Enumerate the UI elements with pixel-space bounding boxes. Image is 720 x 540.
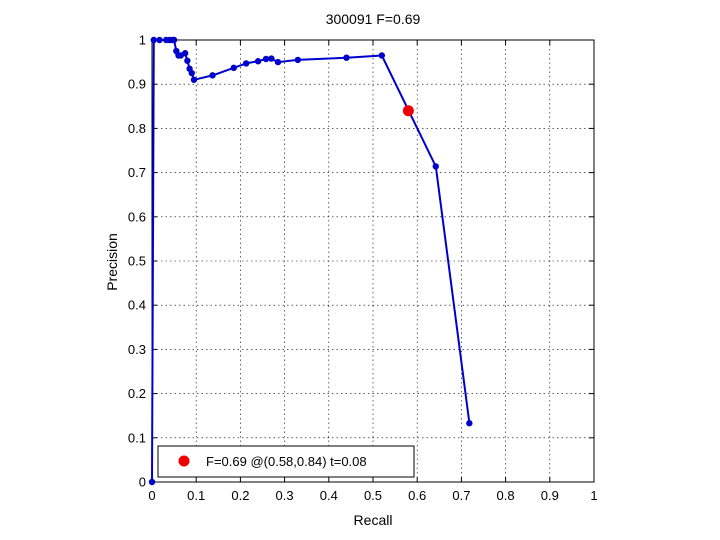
y-axis: 0 0.1 0.2 0.3 0.4 0.5 0.6 0.7 0.8 0.9 1 (128, 33, 594, 490)
data-point (184, 57, 191, 64)
legend-box (157, 445, 415, 478)
x-tick-label: 0.2 (231, 488, 249, 503)
x-tick-label: 0 (148, 488, 155, 503)
data-point (209, 72, 216, 79)
data-point (262, 55, 270, 63)
y-tick-label: 0.8 (128, 121, 146, 136)
x-tick-label: 0.5 (364, 488, 382, 503)
y-tick-label: 0.4 (128, 298, 146, 313)
data-point (343, 54, 350, 61)
data-point (170, 36, 178, 44)
x-axis-title: Recall (354, 512, 393, 528)
data-point (181, 50, 189, 57)
y-axis-title: Precision (104, 233, 120, 291)
x-tick-label: 0.6 (408, 488, 426, 503)
highlight-group (402, 105, 414, 117)
data-point (188, 69, 195, 77)
y-tick-label: 0.7 (128, 165, 146, 180)
data-point (466, 420, 473, 427)
y-tick-label: 0.5 (128, 254, 146, 269)
y-tick-label: 0.1 (128, 430, 146, 445)
data-point (190, 76, 198, 83)
grid-lines (152, 40, 594, 482)
data-point (294, 56, 302, 64)
x-tick-label: 0.8 (497, 488, 515, 503)
y-tick-label: 1 (139, 33, 146, 48)
y-tick-label: 0.6 (128, 209, 146, 224)
x-tick-label: 0.3 (276, 488, 294, 503)
data-point (378, 52, 386, 59)
x-tick-label: 1 (590, 488, 597, 503)
data-point (230, 64, 237, 72)
chart-title: 300091 F=0.69 (326, 11, 421, 27)
data-point (156, 36, 163, 44)
y-tick-label: 0.2 (128, 386, 146, 401)
y-tick-label: 0.3 (128, 342, 146, 357)
data-point (242, 60, 250, 67)
x-tick-label: 0.9 (541, 488, 559, 503)
legend-marker (178, 455, 190, 467)
x-tick-label: 0.4 (320, 488, 338, 503)
y-tick-label: 0.9 (128, 77, 146, 92)
x-tick-label: 0.7 (452, 488, 470, 503)
legend-label: F=0.69 @(0.58,0.84) t=0.08 (206, 454, 367, 469)
data-point (274, 58, 282, 66)
data-point (148, 478, 156, 486)
data-point (432, 163, 439, 170)
data-point (254, 58, 262, 65)
x-tick-label: 0.1 (187, 488, 205, 503)
legend: F=0.69 @(0.58,0.84) t=0.08 (157, 445, 415, 478)
data-point (150, 36, 157, 44)
x-axis: 0 0.1 0.2 0.3 0.4 0.5 0.6 0.7 0.8 0.9 1 (148, 40, 598, 503)
data-point (268, 55, 275, 62)
series-group (148, 36, 473, 486)
y-tick-label: 0 (139, 475, 146, 490)
best-f-point (402, 105, 414, 117)
